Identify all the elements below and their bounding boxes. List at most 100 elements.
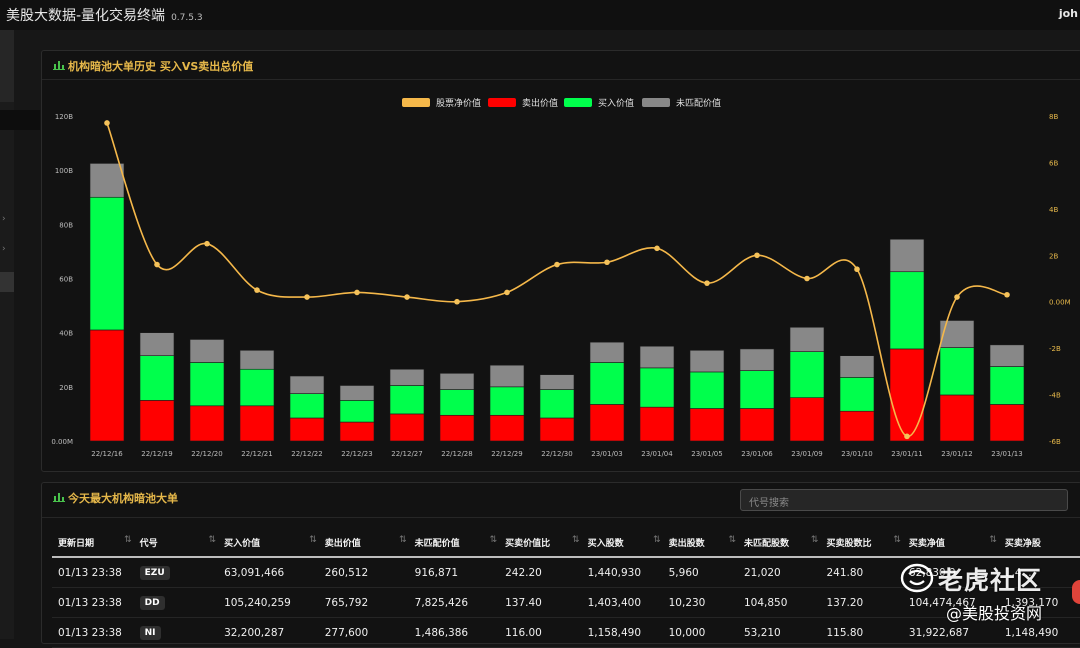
bar-sell	[539, 417, 575, 442]
bar-buy	[789, 351, 825, 398]
y-right-tick-label: -2B	[1049, 345, 1061, 353]
bar-unmatched	[789, 326, 825, 352]
bar-sell	[789, 397, 825, 442]
net-value-point	[204, 240, 210, 247]
column-header[interactable]: 买入价值 ⇅	[218, 528, 319, 558]
x-tick-label: 23/01/11	[891, 450, 922, 458]
column-header-label: 买卖股数比	[826, 538, 872, 549]
bar-unmatched	[739, 348, 775, 371]
table-cell: 1,403,400	[581, 587, 663, 618]
sidebar: › ›	[0, 30, 14, 639]
x-tick-label: 22/12/21	[241, 450, 272, 458]
bar-buy	[89, 196, 125, 331]
bar-sell	[289, 417, 325, 442]
table-row[interactable]: 01/13 23:38 EZU 63,091,466 260,512 916,871 24…	[52, 557, 1080, 588]
sidebar-item-active[interactable]	[0, 272, 14, 292]
x-tick-label: 22/12/20	[191, 450, 222, 458]
ticker-badge[interactable]: NI	[139, 625, 161, 640]
bar-unmatched	[889, 238, 925, 273]
column-header-label: 卖出股数	[668, 538, 705, 549]
column-header[interactable]: 未匹配股数 ⇅	[738, 528, 821, 558]
x-tick-label: 23/01/13	[991, 450, 1022, 458]
table-cell: 1,440,930	[581, 557, 663, 588]
column-header[interactable]: 卖出价值 ⇅	[318, 528, 409, 558]
user-name[interactable]: joh	[1058, 7, 1078, 20]
column-header-label: 买入价值	[224, 538, 261, 549]
table-row[interactable]: 01/13 23:38 NI 32,200,287 277,600 1,486,386 1…	[52, 617, 1080, 648]
table-cell: 241.80	[820, 557, 903, 588]
table-row[interactable]: 01/13 23:38 DD 105,240,259 765,792 7,825,426…	[52, 587, 1080, 618]
sort-icon[interactable]: ⇅	[489, 535, 498, 545]
sort-icon[interactable]: ⇅	[309, 535, 317, 545]
ticker-badge[interactable]: EZU	[139, 565, 170, 580]
net-value-point	[304, 294, 310, 300]
bar-buy	[689, 371, 725, 409]
column-header[interactable]: 未匹配价值 ⇅	[408, 528, 500, 558]
bar-unmatched	[439, 372, 475, 390]
net-value-point	[754, 252, 760, 259]
sort-icon[interactable]: ⇅	[728, 535, 736, 545]
x-tick-label: 23/01/12	[941, 450, 972, 458]
legend-swatch	[488, 98, 516, 107]
column-header[interactable]: 代号 ⇅	[133, 528, 219, 558]
bar-unmatched	[239, 349, 275, 370]
table-cell: 242.20	[499, 557, 582, 588]
column-header-label: 代号	[139, 538, 158, 549]
sort-icon[interactable]: ⇅	[653, 535, 661, 545]
column-header-label: 未匹配股数	[744, 538, 790, 549]
y-right-tick-label: 4B	[1049, 206, 1058, 214]
x-tick-label: 22/12/30	[541, 450, 572, 458]
column-header[interactable]: 买入股数 ⇅	[581, 528, 663, 558]
tiger-logo-icon	[900, 563, 934, 593]
bar-buy	[289, 393, 325, 419]
app-title: 美股大数据-量化交易终端 0.7.5.3	[6, 5, 203, 25]
column-header-label: 未匹配价值	[414, 538, 460, 549]
sort-icon[interactable]: ⇅	[124, 535, 132, 545]
dark-pool-table: 更新日期 ⇅ 代号 ⇅ 买入价值 ⇅ 卖出价值 ⇅ 未匹配价值 ⇅ 买卖价值比 ⇅ 买入股数 ⇅ 卖出股数 ⇅…	[52, 528, 1080, 648]
y-right-tick-label: -6B	[1049, 438, 1061, 446]
x-tick-label: 22/12/28	[441, 450, 472, 458]
column-header[interactable]: 卖出股数 ⇅	[662, 528, 738, 558]
ticker-search-input[interactable]: 代号搜索	[740, 489, 1068, 511]
table-cell: 01/13 23:38	[52, 587, 134, 618]
column-header[interactable]: 更新日期 ⇅	[52, 528, 134, 558]
ticker-badge[interactable]: DD	[139, 595, 165, 610]
x-tick-label: 23/01/09	[791, 450, 822, 458]
bar-sell	[239, 405, 275, 442]
column-header[interactable]: 买卖净股	[998, 528, 1080, 558]
net-value-point	[604, 259, 610, 266]
net-value-point	[904, 433, 910, 440]
sort-icon[interactable]: ⇅	[572, 535, 580, 545]
net-value-point	[954, 294, 960, 300]
table-cell: 104,474,467	[902, 587, 999, 618]
y-right-tick-label: -4B	[1049, 392, 1061, 400]
table-cell: 104,850	[738, 587, 821, 618]
table-cell: 53,210	[738, 617, 821, 648]
sort-icon[interactable]: ⇅	[893, 535, 901, 545]
table-cell: 105,240,259	[218, 587, 319, 618]
table-cell: 765,792	[318, 587, 409, 618]
column-header-label: 卖出价值	[324, 538, 361, 549]
floating-action-dot[interactable]	[1072, 580, 1080, 604]
legend-swatch	[642, 98, 670, 107]
bar-sell	[739, 408, 775, 442]
bar-unmatched	[389, 368, 425, 386]
column-header-label: 更新日期	[58, 538, 95, 549]
column-header[interactable]: 买卖价值比 ⇅	[499, 528, 582, 558]
x-tick-label: 22/12/19	[141, 450, 172, 458]
net-value-point	[854, 266, 860, 273]
sort-icon[interactable]: ⇅	[810, 535, 819, 545]
chart-panel-header: 机构暗池大单历史 买入VS卖出总价值	[42, 51, 1080, 80]
net-value-point	[354, 289, 360, 296]
column-header[interactable]: 买卖股数比 ⇅	[820, 528, 903, 558]
sort-icon[interactable]: ⇅	[208, 535, 217, 545]
net-value-point	[654, 245, 660, 252]
bar-unmatched	[989, 344, 1025, 367]
sort-icon[interactable]: ⇅	[989, 535, 997, 545]
column-header[interactable]: 买卖净值 ⇅	[902, 528, 999, 558]
sort-icon[interactable]: ⇅	[399, 535, 407, 545]
legend-swatch	[564, 98, 592, 107]
chevron-right-icon[interactable]: ›	[2, 244, 6, 254]
chevron-right-icon[interactable]: ›	[2, 214, 6, 224]
table-cell: 115.80	[820, 617, 903, 648]
